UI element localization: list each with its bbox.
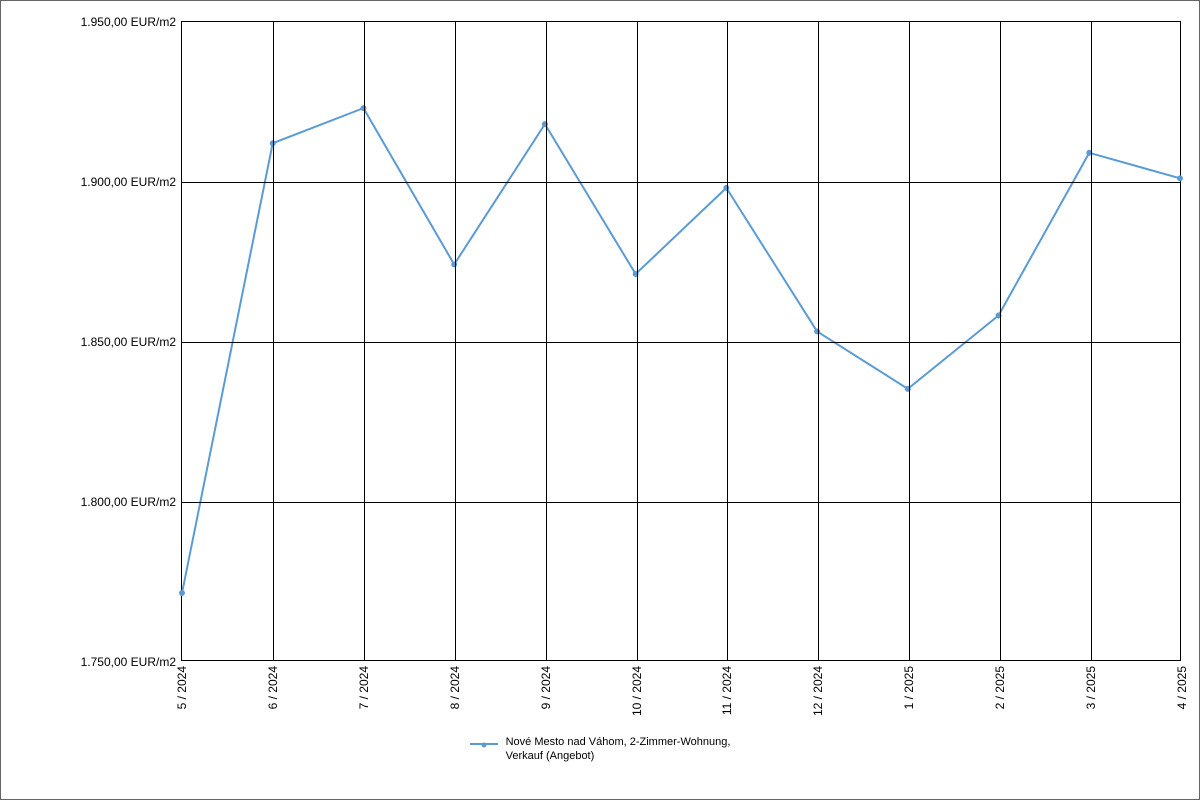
gridline-horizontal <box>182 342 1180 343</box>
x-axis-tick-label: 3 / 2025 <box>1084 666 1098 709</box>
series-marker <box>1178 176 1183 181</box>
gridline-vertical <box>727 22 728 660</box>
y-axis-tick-label: 1.800,00 EUR/m2 <box>81 495 182 509</box>
x-axis-tick-label: 5 / 2024 <box>175 666 189 709</box>
gridline-vertical <box>1000 22 1001 660</box>
gridline-vertical <box>1091 22 1092 660</box>
legend-swatch <box>470 743 498 745</box>
gridline-horizontal <box>182 182 1180 183</box>
gridline-vertical <box>364 22 365 660</box>
x-axis-tick-label: 7 / 2024 <box>357 666 371 709</box>
x-axis-tick-label: 1 / 2025 <box>902 666 916 709</box>
gridline-vertical <box>637 22 638 660</box>
chart-frame: 1.750,00 EUR/m2 1.800,00 EUR/m2 1.850,00 E… <box>0 0 1200 800</box>
legend: Nové Mesto nad Váhom, 2-Zimmer-Wohnung,V… <box>1 736 1199 764</box>
y-axis-tick-label: 1.850,00 EUR/m2 <box>81 335 182 349</box>
legend-item: Nové Mesto nad Váhom, 2-Zimmer-Wohnung,V… <box>470 736 731 764</box>
gridline-vertical <box>455 22 456 660</box>
gridline-vertical <box>909 22 910 660</box>
plot-area: 1.750,00 EUR/m21.800,00 EUR/m21.850,00 E… <box>181 21 1181 661</box>
x-axis-tick-label: 6 / 2024 <box>266 666 280 709</box>
gridline-vertical <box>818 22 819 660</box>
gridline-vertical <box>546 22 547 660</box>
series-marker <box>180 591 185 596</box>
line-layer <box>182 22 1180 660</box>
gridline-horizontal <box>182 502 1180 503</box>
legend-label: Nové Mesto nad Váhom, 2-Zimmer-Wohnung,V… <box>506 736 731 764</box>
y-axis-tick-label: 1.950,00 EUR/m2 <box>81 15 182 29</box>
y-axis-tick-label: 1.750,00 EUR/m2 <box>81 655 182 669</box>
gridline-vertical <box>273 22 274 660</box>
x-axis-tick-label: 9 / 2024 <box>539 666 553 709</box>
x-axis-tick-label: 11 / 2024 <box>720 666 734 715</box>
x-axis-tick-label: 10 / 2024 <box>630 666 644 716</box>
y-axis-tick-label: 1.900,00 EUR/m2 <box>81 175 182 189</box>
x-axis-tick-label: 4 / 2025 <box>1175 666 1189 709</box>
x-axis-tick-label: 12 / 2024 <box>811 666 825 716</box>
series-line <box>182 108 1180 593</box>
x-axis-tick-label: 8 / 2024 <box>448 666 462 709</box>
x-axis-tick-label: 2 / 2025 <box>993 666 1007 709</box>
